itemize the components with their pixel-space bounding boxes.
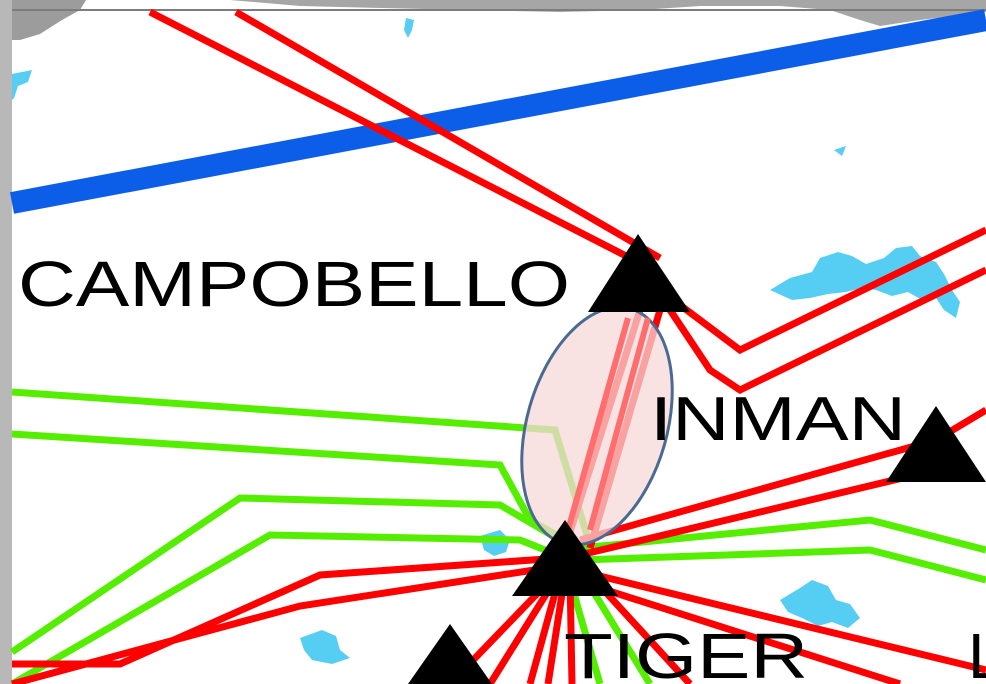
top-land-area xyxy=(12,0,86,40)
red-line-campobello-2 xyxy=(234,8,662,262)
green-line-8 xyxy=(566,579,604,684)
top-land-area-right xyxy=(230,0,986,26)
red-line-tiger-inman-2 xyxy=(579,466,937,559)
label-inman: INMAN xyxy=(650,385,906,454)
red-line-southeast-2 xyxy=(573,576,902,684)
label-partial-right: L xyxy=(968,620,986,684)
lake-top-left xyxy=(12,70,32,100)
substation-tiger-triangle-icon xyxy=(512,520,618,596)
substations xyxy=(408,234,986,684)
red-line-campobello-1 xyxy=(148,8,632,262)
lake-south xyxy=(300,630,350,664)
substation-campobello-triangle-icon xyxy=(588,234,690,312)
green-line-4 xyxy=(10,531,562,684)
pond-small-right xyxy=(834,146,846,156)
green-line-5 xyxy=(579,516,986,554)
red-line-west-2 xyxy=(11,562,561,684)
left-frame-border xyxy=(0,0,12,684)
highlighted-lines xyxy=(565,317,651,531)
pond-top xyxy=(404,18,414,38)
green-line-6 xyxy=(579,546,986,584)
label-campobello: CAMPOBELLO xyxy=(18,248,570,320)
red-line-west-1 xyxy=(12,554,561,668)
green-line-3 xyxy=(10,494,562,655)
lake-southeast xyxy=(780,580,860,628)
substation-inman-triangle-icon xyxy=(886,406,986,482)
green-line-2 xyxy=(11,430,582,552)
substation-southwest-triangle-icon xyxy=(408,624,492,684)
red-line-campobello-4 xyxy=(667,266,986,395)
label-tiger: TIGER xyxy=(564,620,808,684)
red-line-tiger-inman-1 xyxy=(579,436,937,544)
blue-transmission-line xyxy=(9,9,986,214)
red-line-southeast-1 xyxy=(574,566,986,674)
